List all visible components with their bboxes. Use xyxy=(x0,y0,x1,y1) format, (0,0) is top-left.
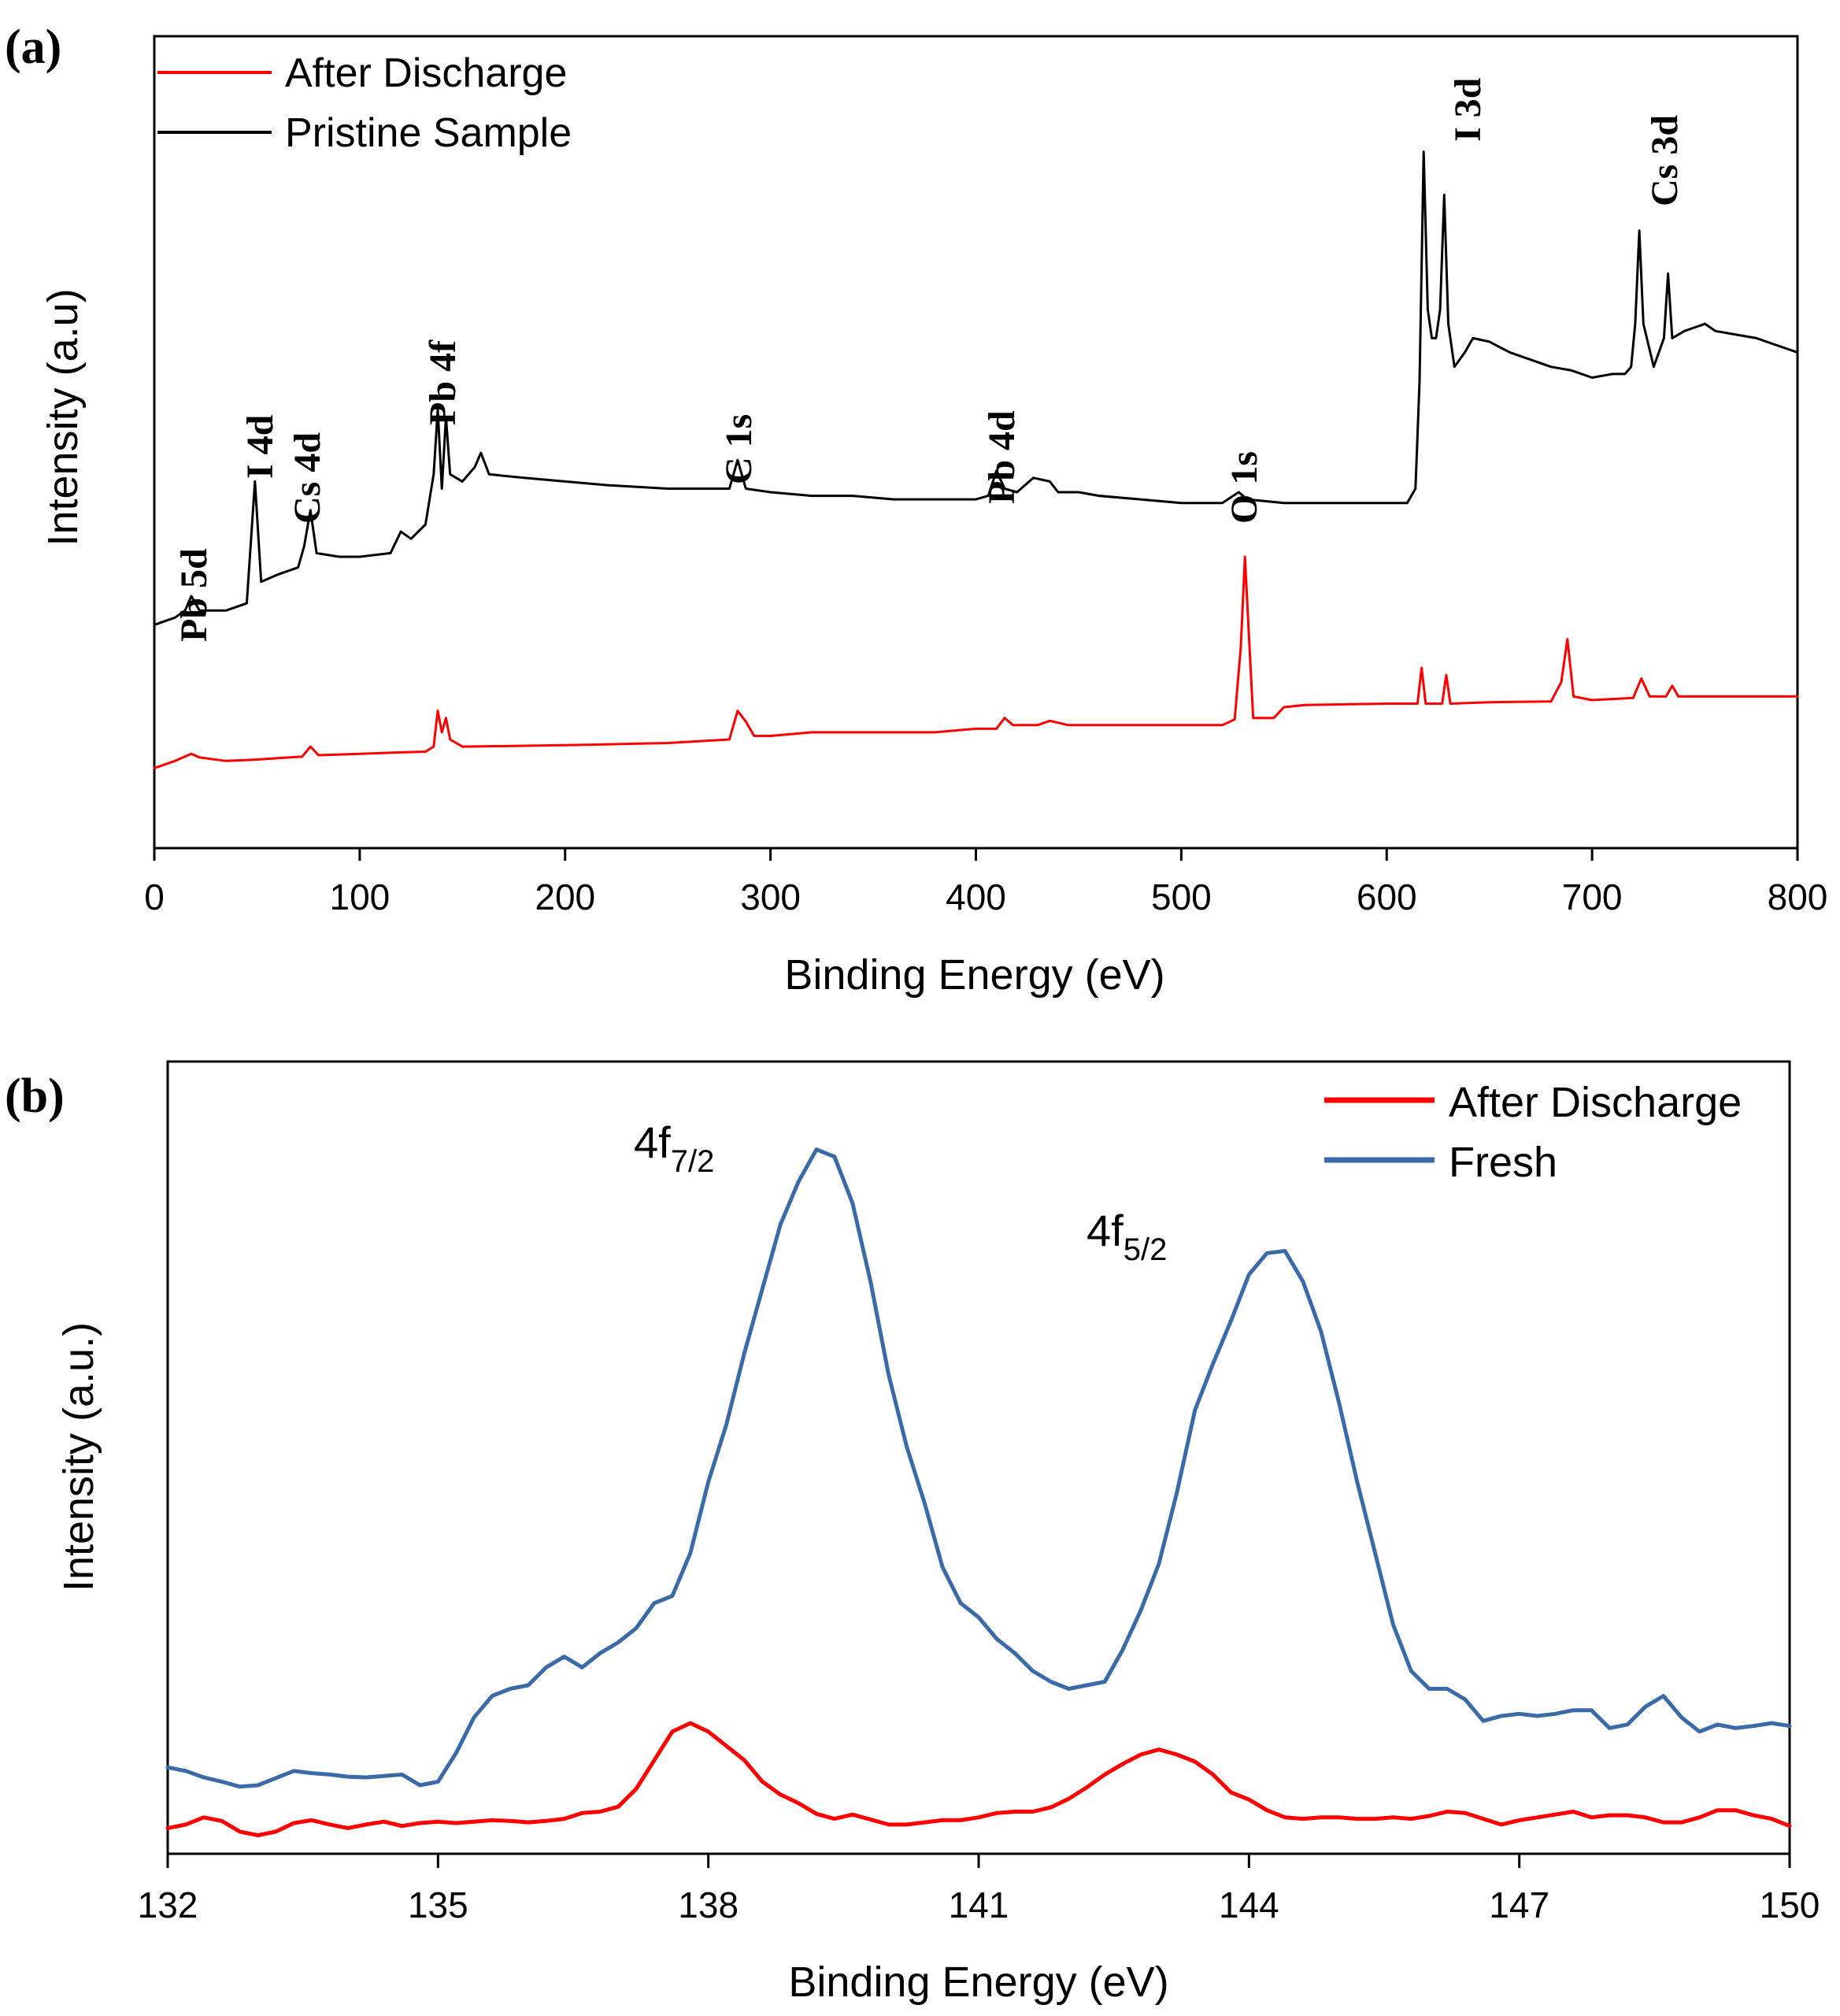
panel-a-plot-frame xyxy=(153,35,1799,850)
annotation-pb-5d: Pb 5d xyxy=(173,548,215,642)
panel-b-legend: After Discharge Fresh xyxy=(1324,1079,1742,1186)
panel-b: (b) 132 135 138 141 144 147 150 Binding Energy… xyxy=(5,1060,1820,2006)
panel-a-x-axis-title: Binding Energy (eV) xyxy=(784,951,1164,999)
annotation-pb-4d: Pb 4d xyxy=(981,410,1023,504)
x-tick-label-b-147: 147 xyxy=(1489,1884,1549,1925)
panel-b-label: (b) xyxy=(5,1069,65,1123)
panel-b-series-layer xyxy=(165,1147,1792,1837)
annotation-pb-4f: Pb 4f xyxy=(422,339,464,425)
annotation-i-4d: I 4d xyxy=(239,414,281,479)
x-tick-label-a-600: 600 xyxy=(1357,876,1417,917)
x-tick-label-a-800: 800 xyxy=(1768,876,1828,917)
x-tick-label-a-0: 0 xyxy=(144,876,165,917)
x-tick-label-b-150: 150 xyxy=(1760,1884,1820,1925)
x-tick-label-a-300: 300 xyxy=(740,876,801,917)
annotation-o-1s: O 1s xyxy=(1224,451,1265,524)
annotation-4f-7-2: 4f7/2 xyxy=(634,1117,714,1179)
x-tick-label-a-400: 400 xyxy=(946,876,1006,917)
legend-label-pristine-sample: Pristine Sample xyxy=(285,110,572,156)
panel-b-x-ticks: 132 135 138 141 144 147 150 xyxy=(138,1854,1820,1925)
annotation-4f-5-2-main: 4f xyxy=(1087,1206,1124,1255)
annotation-c-1s: C 1s xyxy=(718,414,760,484)
x-tick-label-a-100: 100 xyxy=(330,876,391,917)
panel-a-label: (a) xyxy=(5,20,61,74)
annotation-4f-7-2-subscript: 7/2 xyxy=(671,1144,715,1179)
panel-a-x-ticks: 0 100 200 300 400 500 600 700 800 xyxy=(144,848,1827,917)
annotation-i-3d: I 3d xyxy=(1447,77,1489,142)
x-tick-label-b-135: 135 xyxy=(408,1884,468,1925)
x-tick-label-b-144: 144 xyxy=(1219,1884,1279,1925)
annotation-4f-5-2-subscript: 5/2 xyxy=(1124,1232,1168,1267)
series-line-a-after-discharge xyxy=(153,555,1799,769)
x-tick-label-b-138: 138 xyxy=(678,1884,739,1925)
series-line-b-after-discharge xyxy=(165,1721,1792,1837)
panel-a-series-layer xyxy=(153,150,1799,769)
annotation-4f-5-2: 4f5/2 xyxy=(1087,1206,1167,1267)
annotation-cs-4d: Cs 4d xyxy=(287,432,328,524)
x-tick-label-b-132: 132 xyxy=(138,1884,198,1925)
panel-a-legend: After Discharge Pristine Sample xyxy=(157,50,572,156)
annotation-cs-3d: Cs 3d xyxy=(1644,115,1686,206)
legend-label-after-discharge-b: After Discharge xyxy=(1449,1079,1742,1126)
panel-a-peak-annotations: Pb 5d I 4d Cs 4d Pb 4f C 1s Pb 4d O 1s I… xyxy=(173,77,1686,642)
series-line-b-fresh xyxy=(165,1147,1792,1789)
x-tick-label-b-141: 141 xyxy=(949,1884,1009,1925)
annotation-4f-7-2-main: 4f xyxy=(634,1117,671,1167)
panel-b-peak-annotations: 4f7/2 4f5/2 xyxy=(634,1117,1167,1267)
panel-b-x-axis-title: Binding Energy (eV) xyxy=(788,1959,1168,2006)
x-tick-label-a-500: 500 xyxy=(1151,876,1212,917)
legend-label-after-discharge: After Discharge xyxy=(285,50,567,96)
legend-label-fresh: Fresh xyxy=(1449,1139,1557,1186)
panel-b-y-axis-title: Intensity (a.u.) xyxy=(55,1322,102,1592)
panel-a-y-axis-title: Intensity (a.u) xyxy=(39,288,87,546)
x-tick-label-a-200: 200 xyxy=(535,876,595,917)
x-tick-label-a-700: 700 xyxy=(1562,876,1623,917)
series-line-a-pristine-sample xyxy=(153,150,1799,626)
panel-a: (a) 0 100 200 300 400 500 600 700 800 Binding En… xyxy=(5,20,1827,999)
